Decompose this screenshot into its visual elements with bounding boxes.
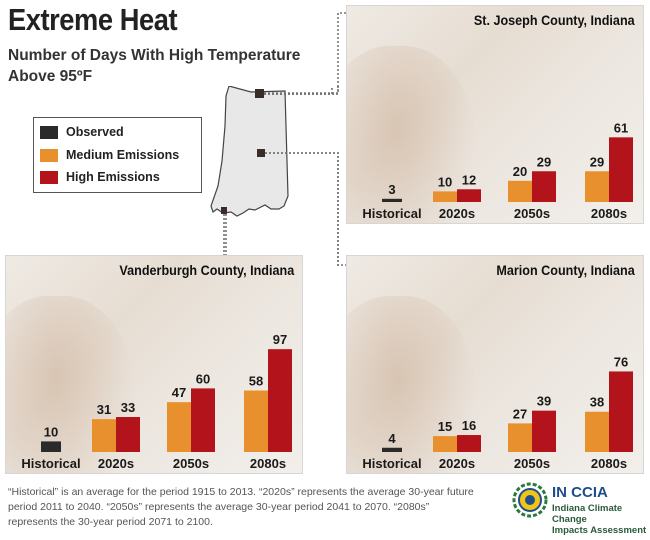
value-label: 38 xyxy=(590,395,604,410)
legend-label-high: High Emissions xyxy=(66,170,160,184)
county-marker-st-joseph xyxy=(255,89,264,98)
connector-st-joseph-2 xyxy=(264,86,339,95)
value-label: 4 xyxy=(388,431,396,446)
category-label-historical: Historical xyxy=(21,456,80,471)
category-label-2020s: 2020s xyxy=(439,456,475,471)
value-label: 29 xyxy=(590,154,604,169)
value-label: 33 xyxy=(121,400,135,415)
bar-medium-emissions-2020s xyxy=(433,436,457,452)
county-marker-marion xyxy=(257,149,265,157)
legend-item-high: High Emissions xyxy=(40,169,160,185)
in-ccia-logo: IN CCIA Indiana Climate Change Impacts A… xyxy=(512,482,647,536)
value-label: 97 xyxy=(273,332,287,347)
value-label: 15 xyxy=(438,419,452,434)
logo-name: IN CCIA xyxy=(552,484,608,501)
value-label: 31 xyxy=(97,402,111,417)
legend-swatch-observed xyxy=(40,125,58,139)
bar-high-emissions-2050s xyxy=(532,171,556,202)
value-label: 16 xyxy=(462,418,476,433)
legend-label-medium: Medium Emissions xyxy=(66,148,180,162)
page-title: Extreme Heat xyxy=(8,2,178,37)
in-ccia-badge-icon xyxy=(512,482,548,518)
bar-observed-historical xyxy=(382,198,402,202)
bar-medium-emissions-2080s xyxy=(244,390,268,452)
category-label-2080s: 2080s xyxy=(591,206,627,221)
bar-high-emissions-2020s xyxy=(457,189,481,202)
subtitle-line-1: Number of Days With High Temperature xyxy=(8,47,301,64)
chart-title-st-joseph: St. Joseph County, Indiana xyxy=(474,12,635,28)
legend-swatch-medium xyxy=(40,148,58,162)
category-label-2020s: 2020s xyxy=(439,206,475,221)
category-label-2050s: 2050s xyxy=(173,456,209,471)
value-label: 20 xyxy=(513,164,527,179)
bar-medium-emissions-2080s xyxy=(585,171,609,202)
category-label-2080s: 2080s xyxy=(591,456,627,471)
indiana-outline xyxy=(210,86,289,217)
chart-panel-vanderburgh: Vanderburgh County, Indiana 10 Historical… xyxy=(5,255,303,474)
logo-line-2: Impacts Assessment xyxy=(552,525,647,536)
bar-chart-vanderburgh: 10 Historical 31 33 2020s 47 60 2050s 58 97 2080s xyxy=(21,332,292,471)
value-label: 10 xyxy=(44,424,58,439)
legend: Observed Medium Emissions High Emissions xyxy=(33,117,202,193)
value-label: 29 xyxy=(537,154,551,169)
bar-observed-historical xyxy=(41,441,61,452)
value-label: 10 xyxy=(438,174,452,189)
bar-medium-emissions-2020s xyxy=(433,191,457,202)
category-label-2050s: 2050s xyxy=(514,206,550,221)
value-label: 76 xyxy=(614,354,628,369)
bar-high-emissions-2080s xyxy=(609,137,633,202)
chart-panel-marion: Marion County, Indiana 4 Historical 15 16 20… xyxy=(346,255,644,474)
legend-swatch-high xyxy=(40,170,58,184)
chart-title-marion: Marion County, Indiana xyxy=(496,262,635,278)
bar-medium-emissions-2050s xyxy=(508,180,532,202)
category-label-2020s: 2020s xyxy=(98,456,134,471)
category-label-2050s: 2050s xyxy=(514,456,550,471)
logo-line-1: Indiana Climate Change xyxy=(552,503,623,525)
chart-title-vanderburgh: Vanderburgh County, Indiana xyxy=(119,262,294,278)
bar-chart-marion: 4 Historical 15 16 2020s 27 39 2050s 38 76 2080s xyxy=(362,354,633,471)
bar-medium-emissions-2020s xyxy=(92,419,116,452)
value-label: 58 xyxy=(249,374,263,389)
legend-item-observed: Observed xyxy=(40,124,124,140)
bar-high-emissions-2020s xyxy=(116,417,140,452)
bar-medium-emissions-2080s xyxy=(585,411,609,452)
bar-high-emissions-2050s xyxy=(532,410,556,452)
bar-observed-historical xyxy=(382,447,402,452)
county-marker-vanderburgh xyxy=(221,207,227,214)
value-label: 3 xyxy=(388,182,395,197)
value-label: 39 xyxy=(537,394,551,409)
category-label-2080s: 2080s xyxy=(250,456,286,471)
legend-label-observed: Observed xyxy=(66,125,124,139)
value-label: 61 xyxy=(614,120,628,135)
bar-high-emissions-2080s xyxy=(268,349,292,452)
bar-medium-emissions-2050s xyxy=(167,402,191,452)
subtitle-line-2: Above 95ºF xyxy=(8,68,93,85)
value-label: 27 xyxy=(513,406,527,421)
value-label: 12 xyxy=(462,172,476,187)
value-label: 60 xyxy=(196,371,210,386)
footnote: “Historical” is an average for the perio… xyxy=(8,486,474,528)
chart-panel-st-joseph: St. Joseph County, Indiana 3 Historical 10… xyxy=(346,5,644,224)
connector-line-top xyxy=(264,12,347,94)
category-label-historical: Historical xyxy=(362,456,421,471)
logo-subtitle: Indiana Climate Change Impacts Assessmen… xyxy=(552,503,647,536)
legend-item-medium: Medium Emissions xyxy=(40,147,179,163)
bar-high-emissions-2080s xyxy=(609,371,633,452)
connector-line-mid xyxy=(265,152,347,266)
page-subtitle: Number of Days With High Temperature Abo… xyxy=(8,45,300,87)
bar-high-emissions-2020s xyxy=(457,435,481,452)
bar-medium-emissions-2050s xyxy=(508,423,532,452)
category-label-historical: Historical xyxy=(362,206,421,221)
bar-high-emissions-2050s xyxy=(191,388,215,452)
value-label: 47 xyxy=(172,385,186,400)
bar-chart-st-joseph: 3 Historical 10 12 2020s 20 29 2050s 29 61 2080s xyxy=(362,120,633,221)
